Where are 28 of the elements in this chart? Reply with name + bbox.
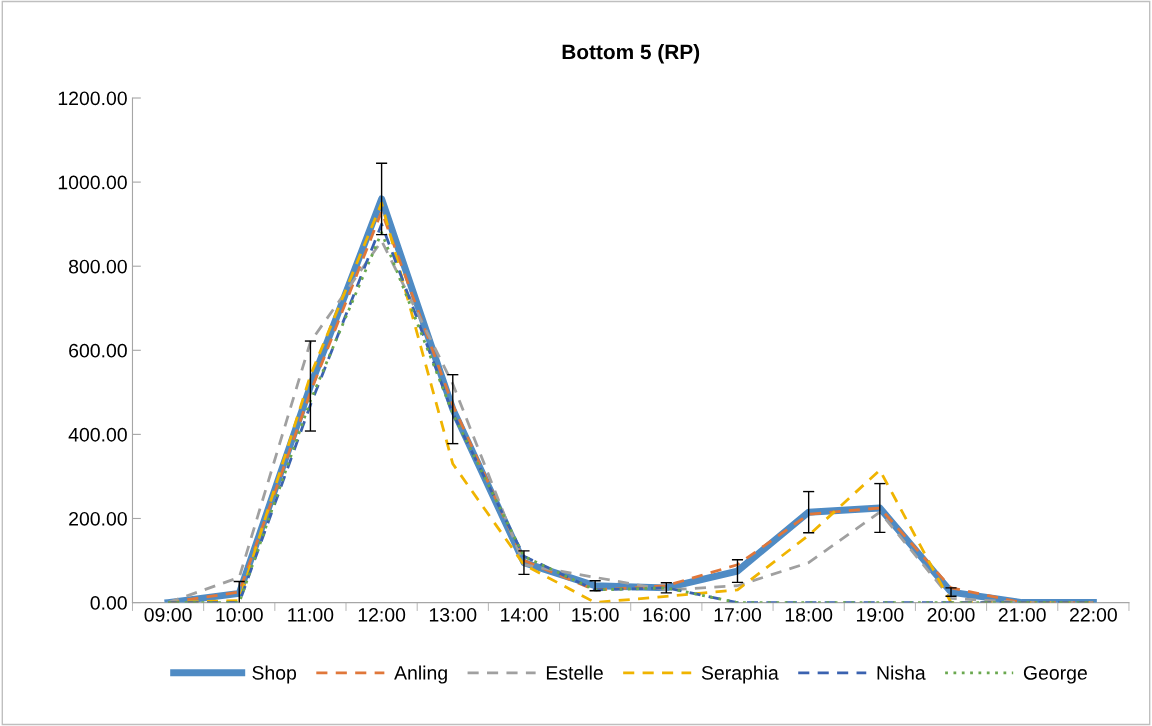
legend-label: George bbox=[1023, 666, 1087, 684]
x-tick-label: 09:00 bbox=[144, 607, 192, 622]
legend-label: Anling bbox=[394, 665, 447, 684]
y-tick-label: 1000.00 bbox=[58, 175, 127, 190]
y-tick-label: 600.00 bbox=[69, 343, 127, 358]
x-tick-label: 20:00 bbox=[927, 607, 975, 622]
y-tick-label: 0.00 bbox=[90, 596, 127, 610]
x-tick-label: 18:00 bbox=[785, 607, 833, 622]
x-tick-label: 15:00 bbox=[572, 607, 619, 622]
y-tick-label: 400.00 bbox=[68, 427, 127, 442]
y-tick-label: 1200.00 bbox=[58, 91, 127, 106]
x-tick-label: 13:00 bbox=[429, 607, 477, 622]
legend-label: Estelle bbox=[546, 665, 603, 680]
y-tick-label: 200.00 bbox=[69, 511, 127, 526]
y-tick-label: 800.00 bbox=[69, 259, 127, 274]
legend-label: Nisha bbox=[877, 665, 926, 680]
x-tick-label: 11:00 bbox=[288, 607, 334, 622]
legend-label: Seraphia bbox=[701, 665, 779, 684]
x-tick-label: 17:00 bbox=[714, 607, 762, 622]
x-tick-label: 10:00 bbox=[216, 607, 263, 622]
x-tick-label: 16:00 bbox=[643, 607, 690, 622]
x-tick-label: 19:00 bbox=[857, 607, 904, 622]
chart-title: Bottom 5 (RP) bbox=[562, 44, 700, 64]
x-tick-label: 22:00 bbox=[1070, 607, 1117, 622]
x-tick-label: 14:00 bbox=[501, 607, 548, 622]
x-tick-label: 21:00 bbox=[998, 607, 1046, 622]
legend-label: Shop bbox=[252, 665, 297, 684]
x-tick-label: 12:00 bbox=[358, 607, 406, 622]
